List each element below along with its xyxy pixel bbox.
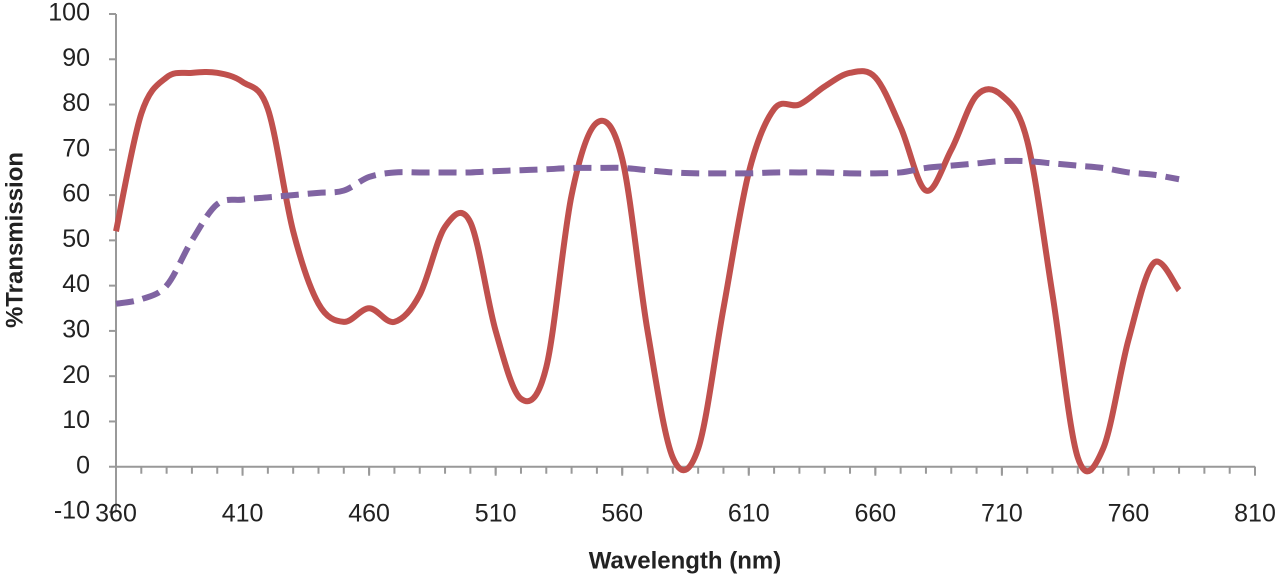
series-line	[113, 68, 1182, 475]
y-tick-label: 70	[62, 134, 90, 162]
y-tick-label: 30	[62, 316, 90, 344]
x-tick-label: 410	[222, 499, 264, 527]
x-tick-label: 360	[95, 499, 137, 527]
x-axis-title: Wavelength (nm)	[589, 547, 781, 574]
y-tick-label: 90	[62, 44, 90, 72]
y-tick-label: 60	[62, 180, 90, 208]
y-tick-label: 10	[62, 406, 90, 434]
y-tick-label: 80	[62, 89, 90, 117]
y-tick-label: 40	[62, 270, 90, 298]
x-tick-label: 510	[475, 499, 517, 527]
series-line	[115, 157, 1180, 307]
y-tick-label: 20	[62, 361, 90, 389]
y-tick-label: 0	[76, 451, 90, 479]
x-tick-label: 710	[981, 499, 1023, 527]
y-axis-title: %Transmission	[1, 152, 28, 328]
y-tick-label: -10	[54, 497, 90, 525]
x-tick-label: 610	[728, 499, 770, 527]
y-tick-label: 50	[62, 225, 90, 253]
x-tick-label: 560	[601, 499, 643, 527]
y-tick-label: 100	[48, 0, 90, 27]
x-tick-label: 660	[854, 499, 896, 527]
x-tick-label: 460	[348, 499, 390, 527]
x-tick-label: 760	[1108, 499, 1150, 527]
x-tick-label: 810	[1234, 499, 1276, 527]
